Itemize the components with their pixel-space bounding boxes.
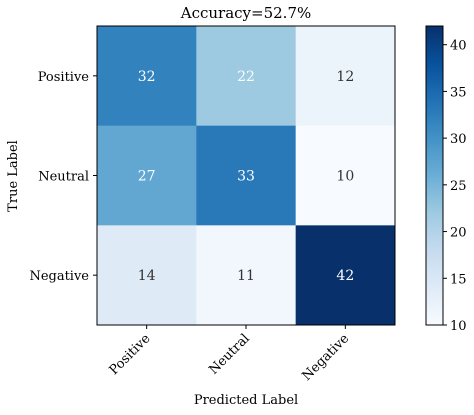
cell-value-label: 11 <box>237 268 255 284</box>
x-tick-label: Positive <box>107 331 154 378</box>
colorbar-tick-label: 40 <box>450 39 467 54</box>
heatmap-cell <box>97 125 197 226</box>
cell-value-label: 22 <box>237 69 255 85</box>
x-axis-label: Predicted Label <box>194 393 298 408</box>
heatmap-cell <box>295 26 396 127</box>
y-axis-ticks: Positive Neutral Negative <box>29 70 97 284</box>
heatmap-cell <box>295 225 396 326</box>
colorbar-tick-label: 10 <box>450 319 467 334</box>
cell-value-label: 32 <box>138 69 156 85</box>
heatmap-cell-values: 32 22 12 27 33 10 14 11 42 <box>138 69 354 284</box>
y-tick-label: Neutral <box>38 170 89 185</box>
cell-value-label: 42 <box>336 268 354 284</box>
colorbar-tick-label: 20 <box>450 226 467 241</box>
heatmap-cell <box>196 26 297 127</box>
colorbar: 10 15 20 25 30 35 40 <box>425 25 467 334</box>
y-tick-label: Negative <box>29 269 89 284</box>
x-axis-ticks: Positive Neutral Negative <box>107 325 352 384</box>
heatmap-cell <box>196 125 297 226</box>
heatmap-cell <box>295 125 396 226</box>
cell-value-label: 33 <box>237 169 255 185</box>
x-tick-label: Neutral <box>206 331 253 378</box>
cell-value-label: 14 <box>138 268 156 284</box>
heatmap-cell <box>97 225 197 326</box>
colorbar-ticks: 10 15 20 25 30 35 40 <box>443 39 467 334</box>
x-tick-label: Negative <box>299 331 352 384</box>
colorbar-tick-label: 15 <box>450 272 467 287</box>
colorbar-tick-label: 30 <box>450 132 467 147</box>
cell-value-label: 10 <box>336 169 354 185</box>
y-tick-label: Positive <box>38 70 90 85</box>
y-axis-label: True Label <box>6 140 21 212</box>
heatmap-cells <box>97 26 396 326</box>
colorbar-tick-label: 25 <box>450 179 467 194</box>
heatmap-cell <box>97 26 197 127</box>
cell-value-label: 12 <box>336 69 354 85</box>
heatmap-cell <box>196 225 297 326</box>
colorbar-tick-label: 35 <box>450 85 467 100</box>
chart-title: Accuracy=52.7% <box>180 4 312 22</box>
colorbar-gradient <box>425 25 444 326</box>
cell-value-label: 27 <box>138 169 156 185</box>
